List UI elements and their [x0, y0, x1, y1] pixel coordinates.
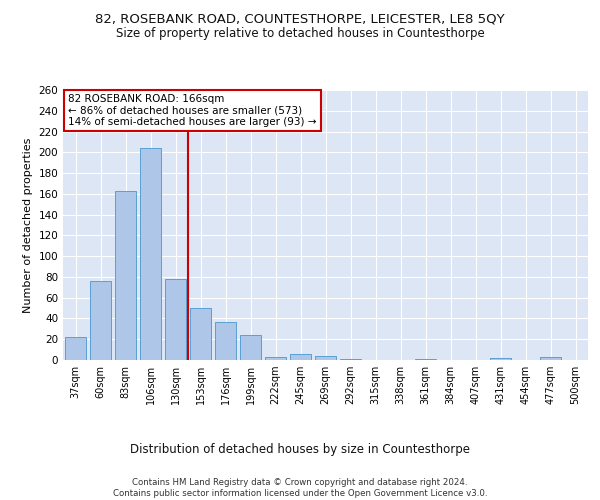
- Text: Distribution of detached houses by size in Countesthorpe: Distribution of detached houses by size …: [130, 442, 470, 456]
- Text: Contains HM Land Registry data © Crown copyright and database right 2024.
Contai: Contains HM Land Registry data © Crown c…: [113, 478, 487, 498]
- Bar: [290, 354, 311, 360]
- Bar: [315, 356, 336, 360]
- Text: 82 ROSEBANK ROAD: 166sqm
← 86% of detached houses are smaller (573)
14% of semi-: 82 ROSEBANK ROAD: 166sqm ← 86% of detach…: [68, 94, 317, 127]
- Bar: [490, 358, 511, 360]
- Bar: [115, 190, 136, 360]
- Text: Size of property relative to detached houses in Countesthorpe: Size of property relative to detached ho…: [116, 28, 484, 40]
- Bar: [90, 281, 111, 360]
- Bar: [215, 322, 236, 360]
- Bar: [190, 308, 211, 360]
- Bar: [65, 337, 86, 360]
- Bar: [340, 359, 361, 360]
- Bar: [140, 148, 161, 360]
- Bar: [240, 335, 261, 360]
- Bar: [540, 357, 561, 360]
- Bar: [265, 357, 286, 360]
- Y-axis label: Number of detached properties: Number of detached properties: [23, 138, 33, 312]
- Bar: [165, 279, 186, 360]
- Bar: [415, 359, 436, 360]
- Text: 82, ROSEBANK ROAD, COUNTESTHORPE, LEICESTER, LE8 5QY: 82, ROSEBANK ROAD, COUNTESTHORPE, LEICES…: [95, 12, 505, 26]
